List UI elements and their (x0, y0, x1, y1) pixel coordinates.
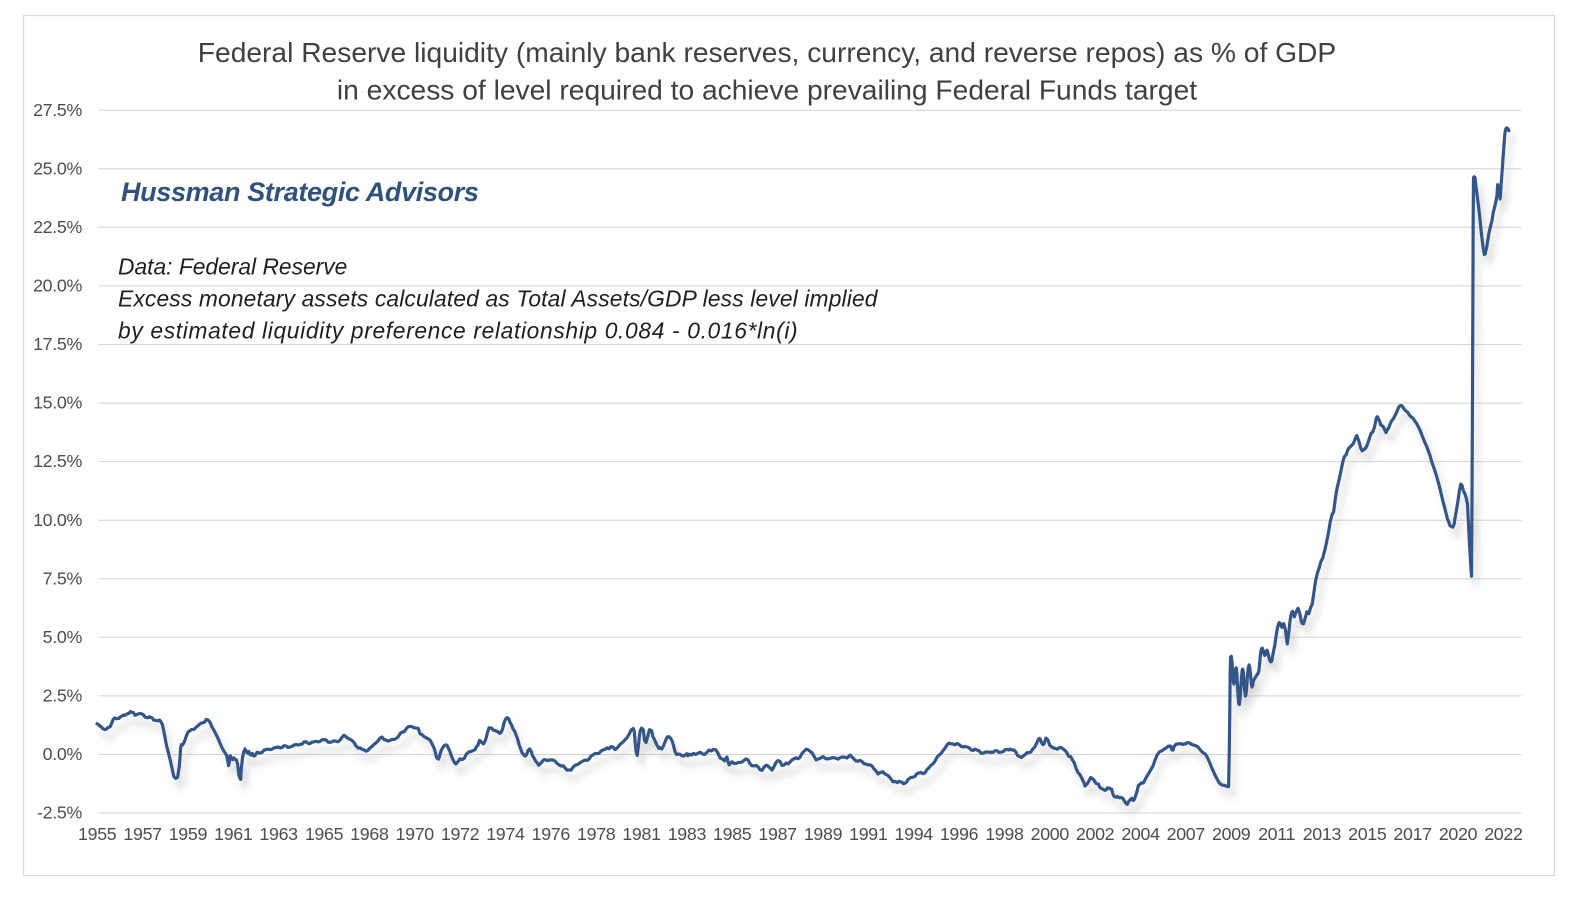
svg-text:12.5%: 12.5% (33, 451, 82, 471)
svg-text:7.5%: 7.5% (43, 568, 83, 588)
svg-text:15.0%: 15.0% (33, 393, 82, 413)
svg-text:1989: 1989 (804, 824, 843, 844)
svg-text:2017: 2017 (1393, 824, 1431, 844)
svg-text:10.0%: 10.0% (33, 510, 82, 530)
svg-text:22.5%: 22.5% (33, 217, 82, 237)
svg-text:1968: 1968 (350, 824, 389, 844)
svg-text:2000: 2000 (1031, 824, 1070, 844)
svg-text:by estimated liquidity prefere: by estimated liquidity preference relati… (118, 318, 798, 344)
svg-text:1981: 1981 (622, 824, 661, 844)
svg-text:1961: 1961 (214, 824, 253, 844)
svg-text:1972: 1972 (441, 824, 479, 844)
svg-text:2007: 2007 (1167, 824, 1205, 844)
svg-text:2011: 2011 (1258, 824, 1295, 844)
svg-text:1955: 1955 (78, 824, 117, 844)
svg-text:2002: 2002 (1076, 824, 1114, 844)
svg-text:1978: 1978 (577, 824, 616, 844)
svg-text:2004: 2004 (1121, 824, 1160, 844)
svg-text:2015: 2015 (1348, 824, 1387, 844)
svg-text:0.0%: 0.0% (43, 744, 83, 764)
svg-text:1957: 1957 (123, 824, 161, 844)
svg-text:5.0%: 5.0% (43, 627, 83, 647)
svg-text:1985: 1985 (713, 824, 752, 844)
svg-text:2013: 2013 (1303, 824, 1342, 844)
svg-text:1987: 1987 (758, 824, 796, 844)
svg-text:2020: 2020 (1439, 824, 1478, 844)
svg-text:Federal Reserve liquidity (mai: Federal Reserve liquidity (mainly bank r… (198, 36, 1336, 68)
svg-text:1959: 1959 (169, 824, 208, 844)
svg-text:-2.5%: -2.5% (37, 803, 82, 823)
svg-text:Excess monetary assets calcula: Excess monetary assets calculated as Tot… (118, 286, 879, 312)
svg-text:1994: 1994 (895, 824, 934, 844)
svg-text:Data: Federal Reserve: Data: Federal Reserve (118, 254, 347, 280)
svg-text:25.0%: 25.0% (33, 158, 82, 178)
svg-text:2022: 2022 (1484, 824, 1522, 844)
svg-text:1970: 1970 (396, 824, 435, 844)
svg-text:1965: 1965 (305, 824, 344, 844)
svg-text:1996: 1996 (940, 824, 979, 844)
svg-text:1991: 1991 (849, 824, 888, 844)
svg-text:1974: 1974 (486, 824, 525, 844)
svg-text:2.5%: 2.5% (43, 686, 83, 706)
svg-text:1963: 1963 (259, 824, 298, 844)
svg-text:in excess of level required to: in excess of level required to achieve p… (337, 74, 1197, 106)
svg-text:2009: 2009 (1212, 824, 1251, 844)
svg-text:1983: 1983 (668, 824, 707, 844)
svg-text:Hussman Strategic Advisors: Hussman Strategic Advisors (121, 177, 479, 207)
svg-text:1976: 1976 (532, 824, 571, 844)
svg-text:20.0%: 20.0% (33, 276, 82, 296)
svg-text:17.5%: 17.5% (33, 334, 82, 354)
svg-text:27.5%: 27.5% (33, 100, 82, 120)
svg-text:1998: 1998 (985, 824, 1024, 844)
